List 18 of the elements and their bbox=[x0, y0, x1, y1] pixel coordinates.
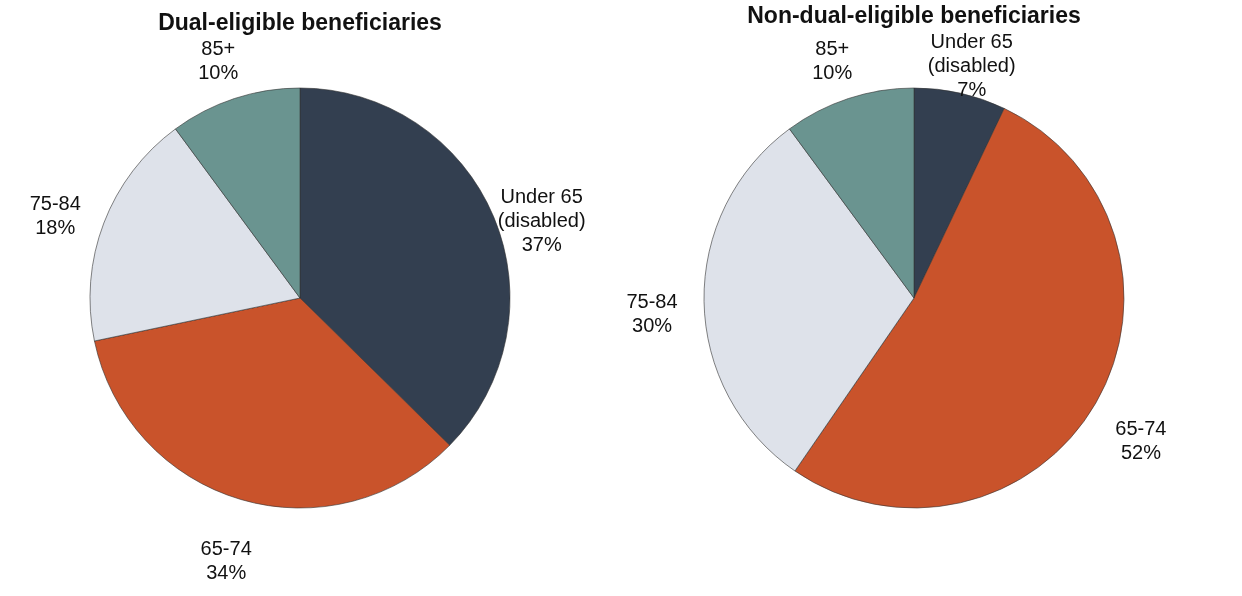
data-label: 7% bbox=[957, 78, 987, 101]
data-label: 30% bbox=[632, 314, 673, 337]
chart-title: Non-dual-eligible beneficiaries bbox=[747, 2, 1081, 29]
data-label: 18% bbox=[35, 216, 76, 239]
slice-label: 85+ bbox=[201, 37, 236, 60]
data-label: 34% bbox=[206, 561, 247, 584]
slice-label: Under 65 (disabled) bbox=[927, 30, 1016, 77]
data-label: 10% bbox=[812, 61, 853, 84]
slice-label: 85+ bbox=[815, 37, 850, 60]
data-label: 37% bbox=[521, 232, 562, 255]
data-label: 52% bbox=[1120, 441, 1162, 463]
chart-title: Dual-eligible beneficiaries bbox=[158, 9, 442, 36]
slice-label: Under 65 (disabled) bbox=[497, 184, 586, 231]
slice-label: 75-84 bbox=[626, 290, 678, 313]
slice-label: 65-74 bbox=[200, 537, 252, 560]
data-label: 10% bbox=[198, 61, 239, 84]
slice-label: 75-84 bbox=[29, 192, 81, 215]
slice-label: 65-74 bbox=[1115, 417, 1167, 439]
